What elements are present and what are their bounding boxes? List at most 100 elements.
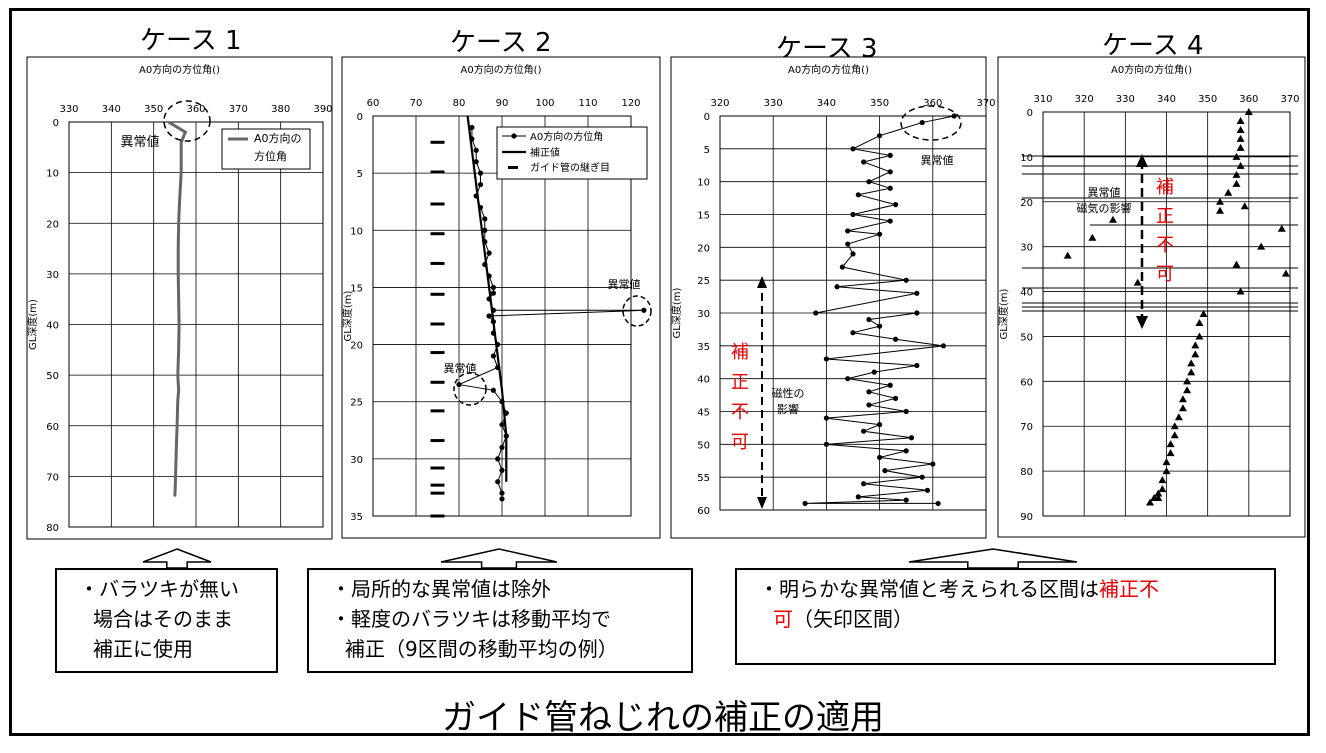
case1-anomaly-circle: [163, 100, 211, 142]
case3-y-tick-label: 15: [697, 211, 710, 222]
case1-x-tick-label: 360: [186, 104, 205, 115]
case3-point: [802, 500, 808, 507]
case3-point: [919, 119, 925, 126]
case2-joint-marker: [430, 202, 445, 206]
case3-point: [861, 428, 867, 434]
case2-y-axis-label: GL深度(m): [341, 290, 354, 341]
case3-point: [914, 310, 920, 316]
case2-x-tick-label: 70: [410, 98, 423, 109]
case4-point: [1216, 206, 1225, 214]
case3-x-tick-label: 340: [817, 98, 836, 109]
case3-point: [935, 500, 941, 507]
case3-point: [866, 316, 872, 323]
case2-point: [456, 381, 462, 388]
case4-x-tick-label: 350: [1198, 94, 1217, 105]
case4-anomaly-label-2: 磁気の影響: [1077, 201, 1132, 215]
case4-x-tick-label: 370: [1280, 94, 1299, 105]
case4-title: ケース 4: [1102, 31, 1204, 61]
note-case2-line1: ・局所的な異常値は除外: [331, 577, 551, 601]
note-case2-line2: ・軽度のバラツキは移動平均で: [331, 607, 611, 631]
case34-connector-arrow: [908, 548, 1078, 569]
case3-point: [839, 264, 845, 270]
case3-x-tick-label: 350: [870, 98, 889, 109]
note-case1-line2: 場合はそのまま: [93, 607, 233, 631]
case3-point: [845, 376, 851, 382]
case3-y-tick-label: 20: [697, 243, 710, 254]
case2-joint-marker: [430, 483, 445, 487]
case4-axis-title: A0方向の方位角(): [1111, 63, 1192, 76]
case2-axis-title: A0方向の方位角(): [460, 63, 541, 76]
case4-point: [1236, 116, 1245, 124]
main-title: ガイド管ねじれの補正の適用: [442, 698, 884, 738]
case3-y-tick-label: 45: [697, 408, 710, 419]
case3-point: [882, 468, 888, 474]
case4-point: [1154, 489, 1163, 497]
case4-point: [1232, 260, 1241, 268]
case3-y-tick-label: 50: [697, 440, 710, 451]
case4-y-tick-label: 40: [1020, 288, 1033, 299]
case3-point: [877, 454, 883, 461]
case3-y-axis-label: GL深度(m): [670, 287, 683, 338]
case4-range-arrow-head-up: [1136, 154, 1148, 167]
case1-x-tick-label: 330: [59, 104, 78, 115]
case3-axis-title: A0方向の方位角(): [788, 63, 869, 76]
case1-x-tick-label: 380: [271, 104, 290, 115]
case4-y-axis-label: GL深度(m): [997, 288, 1010, 339]
note-case34-suffix: （矢印区間）: [793, 607, 913, 631]
case3-point: [866, 402, 872, 408]
case2-joint-marker: [430, 439, 445, 443]
case4-y-tick-label: 10: [1020, 153, 1033, 164]
case2-legend-label-3: ガイド管の継ぎ目: [530, 161, 610, 174]
case4-anomaly-label-1: 異常値: [1088, 186, 1121, 199]
note-case34-prefix: ・明らかな異常値と考えられる区間は: [759, 577, 1099, 601]
case3-point: [924, 487, 931, 493]
case4-point: [1232, 179, 1241, 187]
case1-series-line: [167, 120, 188, 497]
case4-point: [1158, 485, 1167, 493]
case2-anomaly-circle-2: [453, 372, 487, 406]
case2-legend-marker-1: [511, 133, 517, 139]
case4-point: [1150, 494, 1159, 502]
case4-point: [1158, 476, 1167, 484]
case4-point: [1244, 108, 1253, 115]
case3-point: [866, 389, 872, 395]
case3-point: [823, 415, 830, 421]
case3-point: [823, 441, 830, 447]
case2-point: [495, 456, 501, 462]
case2-joint-marker: [430, 140, 445, 144]
case2-x-tick-label: 90: [496, 98, 509, 109]
case1-y-tick-label: 60: [46, 422, 59, 433]
case3-point: [850, 211, 856, 218]
case1-x-tick-label: 350: [144, 104, 163, 115]
case4-x-tick-label: 360: [1239, 94, 1258, 105]
case3-fix-label-char: 補: [731, 342, 749, 363]
case3-x-tick-label: 320: [710, 98, 729, 109]
case2-point: [499, 467, 505, 473]
case3-point: [845, 228, 851, 234]
case2-point: [641, 307, 647, 313]
case3-point: [877, 231, 883, 237]
case2-point: [490, 284, 496, 291]
case2-joint-marker: [430, 170, 445, 174]
case3-point: [930, 461, 936, 467]
case2-point: [490, 353, 496, 359]
case1-y-tick-label: 20: [46, 219, 59, 230]
case4-point: [1166, 449, 1175, 457]
case2-legend-swatch-3: [508, 166, 518, 169]
case4-x-tick-label: 320: [1075, 94, 1094, 105]
case1-legend-label2: 方位角: [254, 149, 287, 163]
case3-point: [951, 113, 957, 119]
case1-y-tick-label: 50: [46, 371, 59, 382]
case3-anomaly-label: 異常値: [921, 154, 954, 167]
note-case2-line3: 補正（9区間の移動平均の例）: [345, 637, 618, 661]
case4-point: [1170, 422, 1179, 430]
case3-point: [861, 159, 867, 165]
case2-point: [486, 250, 492, 256]
case3-point: [845, 241, 851, 247]
case4-y-tick-label: 60: [1020, 377, 1033, 388]
case3-range-arrow-head-down: [757, 497, 767, 509]
case2-point: [499, 490, 505, 496]
case4-point: [1236, 161, 1245, 169]
note-case34-red: 補正不: [1099, 577, 1159, 601]
case2-point: [486, 313, 492, 319]
